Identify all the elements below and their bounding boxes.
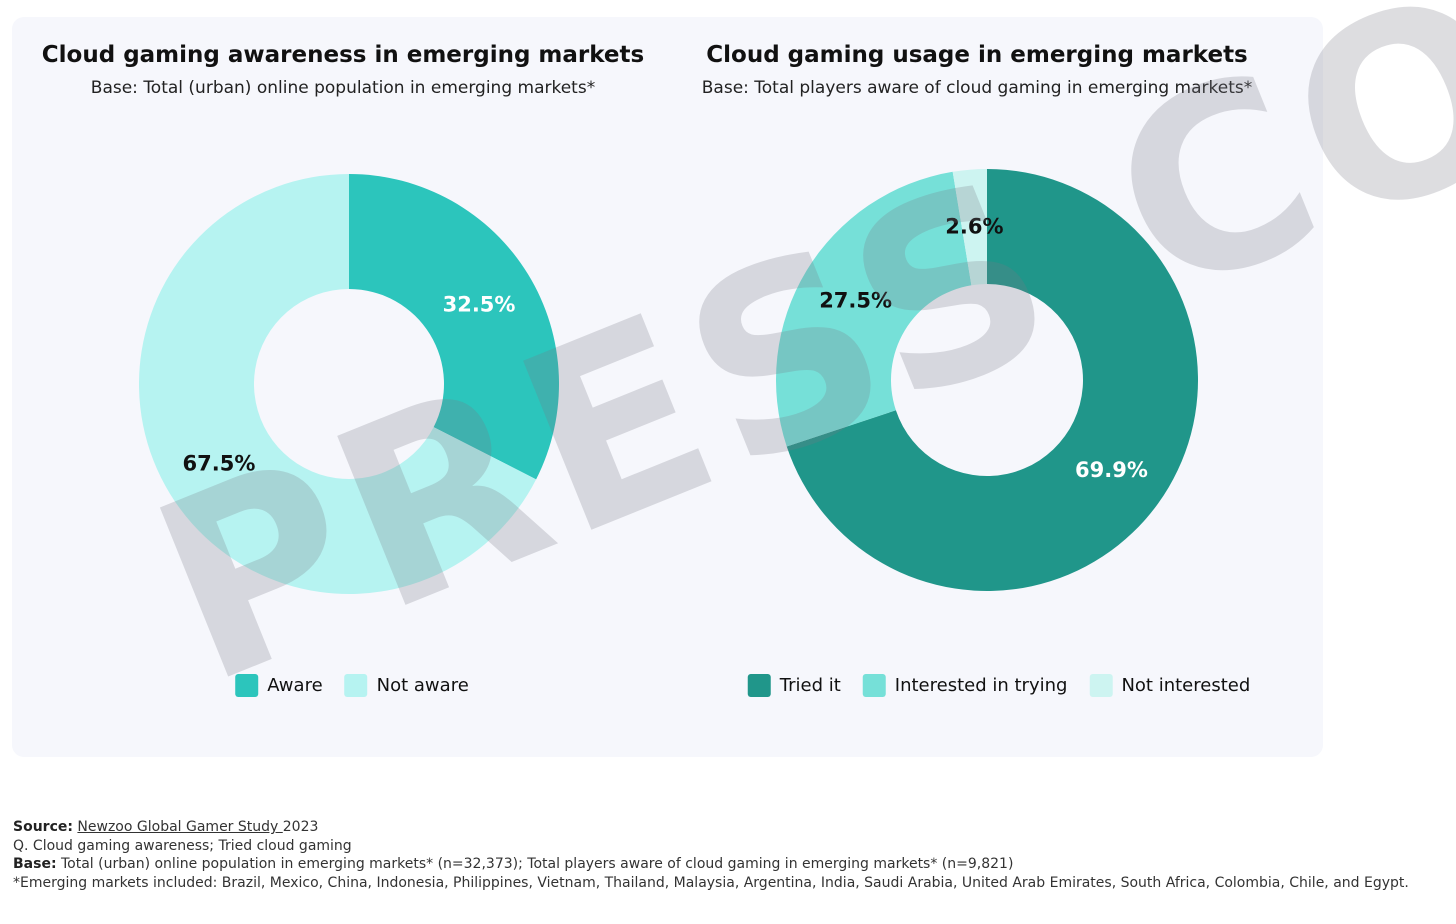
source-label: Source: bbox=[13, 819, 73, 835]
chart-title-awareness: Cloud gaming awareness in emerging marke… bbox=[41, 42, 645, 68]
donut-slice-aware bbox=[349, 174, 559, 480]
donut-slice-not-aware bbox=[139, 174, 537, 594]
legend-label: Not aware bbox=[376, 675, 469, 696]
source-year: 2023 bbox=[282, 819, 319, 835]
data-label: 32.5% bbox=[443, 292, 516, 316]
legend-swatch bbox=[344, 674, 368, 697]
legend-label: Interested in trying bbox=[894, 675, 1068, 696]
legend-swatch bbox=[235, 674, 259, 697]
data-label: 69.9% bbox=[1075, 458, 1148, 482]
legend-item: Not interested bbox=[1089, 674, 1250, 697]
legend-swatch bbox=[1089, 674, 1113, 697]
legend-swatch bbox=[747, 674, 771, 697]
base-text: Total (urban) online population in emerg… bbox=[56, 856, 1014, 872]
footer: Source: Newzoo Global Gamer Study 2023 Q… bbox=[13, 818, 1409, 892]
legend-item: Interested in trying bbox=[862, 674, 1068, 697]
legend-item: Tried it bbox=[747, 674, 841, 697]
donut-slice-interested-in-trying bbox=[776, 171, 972, 447]
chart-title-usage: Cloud gaming usage in emerging markets bbox=[706, 42, 1248, 68]
legend-awareness: Aware Not aware bbox=[235, 674, 469, 697]
legend-item: Aware bbox=[235, 674, 323, 697]
data-label: 2.6% bbox=[945, 215, 1003, 239]
legend-label: Aware bbox=[267, 675, 323, 696]
legend-label: Tried it bbox=[779, 675, 841, 696]
data-label: 27.5% bbox=[819, 289, 892, 313]
donut-slice-tried-it bbox=[786, 169, 1199, 592]
donut-slice-not-interested bbox=[952, 169, 987, 286]
chart-subtitle-awareness: Base: Total (urban) online population in… bbox=[90, 78, 596, 98]
data-label: 67.5% bbox=[183, 452, 256, 476]
legend-swatch bbox=[862, 674, 886, 697]
chart-subtitle-usage: Base: Total players aware of cloud gamin… bbox=[701, 78, 1253, 98]
question-note: Q. Cloud gaming awareness; Tried cloud g… bbox=[13, 837, 352, 854]
legend-label: Not interested bbox=[1121, 675, 1251, 696]
markets-note: *Emerging markets included: Brazil, Mexi… bbox=[13, 874, 1409, 891]
legend-usage: Tried it Interested in trying Not interest… bbox=[747, 674, 1250, 697]
base-label: Base: bbox=[13, 856, 57, 872]
source-link[interactable]: Newzoo Global Gamer Study bbox=[77, 819, 283, 835]
legend-item: Not aware bbox=[344, 674, 469, 697]
